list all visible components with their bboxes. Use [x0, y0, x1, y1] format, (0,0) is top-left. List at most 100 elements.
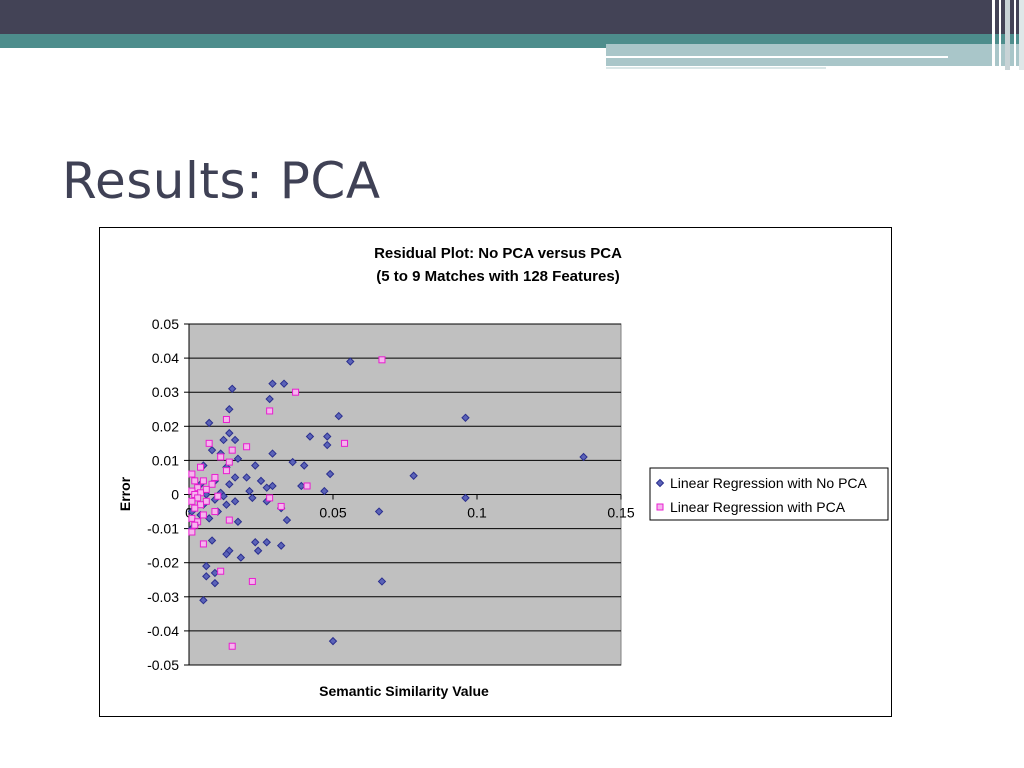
no-pca-point [377, 577, 387, 586]
pca-point [202, 485, 210, 493]
no-pca-point [268, 449, 277, 458]
pca-point [191, 477, 199, 485]
no-pca-point [248, 493, 257, 503]
pca-point [222, 415, 230, 423]
y-tick-label: -0.04 [147, 623, 179, 639]
pca-point [217, 453, 225, 461]
no-pca-point [461, 493, 470, 503]
no-pca-point [334, 411, 343, 421]
no-pca-point [256, 476, 266, 486]
pca-point [214, 492, 222, 500]
pca-point [194, 494, 202, 502]
plot-area: 0.05 0.04 0.03 0.02 0.01 0 -0.01 -0.02 -0.03 -0.0… [147, 316, 635, 673]
chart-subtitle: (5 to 9 Matches with 128 Features) [376, 268, 619, 285]
no-pca-point [202, 572, 211, 581]
header-stripes [990, 0, 1024, 70]
no-pca-point [374, 507, 384, 516]
pca-point [199, 511, 207, 519]
no-pca-point [202, 561, 211, 571]
no-pca-point [230, 497, 240, 506]
pca-point [211, 508, 219, 516]
no-pca-point [288, 457, 297, 467]
x-tick-label: 0.1 [467, 505, 487, 521]
no-pca-point [222, 500, 231, 509]
pca-point [225, 458, 233, 466]
pca-point [188, 528, 196, 536]
header-light-band [606, 44, 1024, 66]
pca-point [199, 477, 207, 485]
pca-point [303, 482, 311, 490]
no-pca-point [230, 435, 240, 445]
no-pca-point [251, 538, 260, 547]
y-tick-label: -0.01 [147, 521, 179, 537]
no-pca-point [265, 394, 274, 404]
pca-point [205, 439, 213, 447]
legend-entry: Linear Regression with PCA [670, 499, 846, 515]
no-pca-point [262, 483, 271, 492]
pca-point [202, 497, 210, 505]
chart-title: Residual Plot: No PCA versus PCA [374, 245, 622, 262]
legend-marker [655, 478, 665, 488]
no-pca-point [305, 432, 315, 441]
no-pca-point [282, 515, 292, 525]
legend-marker [656, 503, 664, 511]
pca-point [188, 514, 196, 522]
no-pca-point [253, 546, 263, 555]
no-pca-point [225, 405, 234, 414]
pca-point [228, 642, 236, 650]
pca-point [197, 501, 205, 509]
header-dark-band [0, 0, 1024, 34]
pca-point [191, 521, 199, 529]
x-tick-label: 0.05 [319, 505, 346, 521]
no-pca-point [279, 379, 289, 388]
no-pca-point [328, 636, 338, 646]
y-tick-label: 0.03 [152, 384, 179, 400]
no-pca-point [409, 471, 418, 480]
y-axis-title: Error [117, 476, 133, 511]
pca-point [208, 480, 216, 488]
pca-point [378, 356, 386, 364]
no-pca-point [204, 418, 214, 428]
pca-point [266, 494, 274, 502]
header-white-line-2 [606, 67, 826, 69]
pca-point [266, 407, 274, 415]
no-pca-point [346, 357, 355, 366]
pca-point [197, 463, 205, 471]
data-points [187, 356, 588, 650]
header-white-line [606, 56, 948, 58]
slide-title: Results: PCA [62, 152, 381, 210]
no-pca-point [207, 536, 217, 545]
pca-point [211, 473, 219, 481]
chart-legend: Linear Regression with No PCA Linear Regr… [649, 467, 889, 521]
legend-box [649, 467, 889, 521]
x-tick-label: 0.15 [607, 505, 634, 521]
no-pca-point [199, 596, 208, 605]
pca-point [222, 467, 230, 475]
no-pca-point [276, 541, 286, 550]
pca-point [248, 577, 256, 585]
no-pca-point [207, 445, 217, 455]
residual-scatter-chart: Residual Plot: No PCA versus PCA (5 to 9… [117, 245, 889, 699]
pca-point [243, 443, 251, 451]
y-tick-label: 0 [171, 487, 179, 503]
pca-point [277, 502, 285, 510]
no-pca-point [210, 578, 220, 588]
no-pca-point [323, 440, 332, 450]
no-pca-point [262, 538, 271, 547]
pca-point [292, 388, 300, 396]
y-tick-label: 0.01 [152, 452, 179, 468]
pca-point [341, 439, 349, 447]
no-pca-point [219, 435, 228, 445]
no-pca-point [320, 486, 329, 496]
no-pca-point [222, 549, 231, 559]
chart-frame: Residual Plot: No PCA versus PCA (5 to 9… [99, 227, 892, 717]
no-pca-point [227, 384, 237, 393]
no-pca-point [461, 413, 470, 422]
y-tick-label: 0.05 [152, 316, 179, 332]
no-pca-point [325, 469, 335, 479]
no-pca-point [230, 473, 240, 482]
no-pca-point [245, 486, 254, 496]
no-pca-point [323, 432, 332, 441]
pca-point [191, 504, 199, 512]
no-pca-point [236, 553, 246, 562]
